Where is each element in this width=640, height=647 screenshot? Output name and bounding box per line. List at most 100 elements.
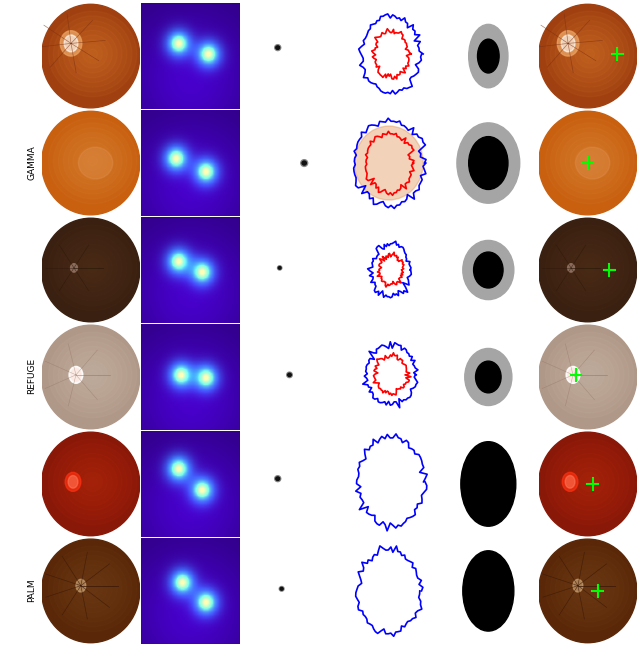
Ellipse shape [568, 264, 575, 272]
Ellipse shape [280, 587, 283, 590]
Ellipse shape [88, 49, 97, 59]
Ellipse shape [53, 551, 132, 627]
Ellipse shape [557, 30, 579, 56]
Ellipse shape [278, 266, 282, 270]
Ellipse shape [477, 39, 499, 73]
Ellipse shape [575, 254, 604, 282]
Ellipse shape [550, 230, 629, 306]
Ellipse shape [570, 570, 609, 608]
Ellipse shape [49, 546, 137, 631]
Ellipse shape [42, 111, 140, 215]
Ellipse shape [83, 258, 102, 278]
Ellipse shape [88, 263, 97, 272]
Ellipse shape [58, 342, 127, 408]
Ellipse shape [64, 35, 78, 52]
Ellipse shape [60, 30, 82, 56]
Ellipse shape [474, 252, 503, 288]
Ellipse shape [545, 439, 634, 525]
Ellipse shape [355, 126, 423, 200]
Ellipse shape [585, 156, 595, 166]
Ellipse shape [83, 472, 102, 491]
Ellipse shape [568, 369, 578, 381]
Ellipse shape [562, 472, 578, 491]
Ellipse shape [476, 361, 501, 393]
Ellipse shape [49, 118, 137, 204]
Ellipse shape [53, 444, 132, 520]
Ellipse shape [88, 156, 97, 166]
Ellipse shape [364, 345, 418, 404]
Ellipse shape [63, 133, 122, 190]
Ellipse shape [42, 5, 140, 108]
Ellipse shape [83, 151, 102, 170]
Ellipse shape [468, 25, 508, 88]
Ellipse shape [71, 369, 81, 381]
Ellipse shape [585, 477, 595, 487]
Ellipse shape [276, 46, 280, 49]
Ellipse shape [560, 25, 619, 82]
Ellipse shape [73, 463, 112, 501]
Ellipse shape [78, 360, 108, 389]
Ellipse shape [53, 16, 132, 92]
Ellipse shape [301, 160, 308, 166]
Ellipse shape [539, 5, 637, 108]
Ellipse shape [49, 225, 137, 311]
Ellipse shape [79, 148, 113, 179]
Ellipse shape [575, 147, 604, 175]
Ellipse shape [78, 468, 108, 496]
Ellipse shape [73, 570, 112, 608]
Ellipse shape [556, 235, 624, 302]
Ellipse shape [88, 584, 97, 593]
Ellipse shape [76, 579, 86, 592]
Ellipse shape [565, 351, 614, 399]
Ellipse shape [68, 458, 117, 505]
Ellipse shape [550, 16, 629, 92]
Ellipse shape [580, 579, 600, 598]
Ellipse shape [565, 30, 614, 78]
Ellipse shape [465, 349, 512, 406]
Ellipse shape [539, 111, 637, 215]
Ellipse shape [539, 432, 637, 536]
Ellipse shape [302, 161, 307, 165]
Ellipse shape [556, 21, 624, 87]
Ellipse shape [68, 30, 117, 78]
Ellipse shape [585, 584, 595, 593]
Ellipse shape [570, 463, 609, 501]
Ellipse shape [545, 225, 634, 311]
Ellipse shape [573, 579, 583, 592]
Ellipse shape [58, 235, 127, 302]
Ellipse shape [575, 575, 604, 603]
Ellipse shape [556, 556, 624, 622]
Ellipse shape [63, 346, 122, 404]
Ellipse shape [570, 249, 609, 287]
Ellipse shape [70, 264, 77, 272]
Ellipse shape [539, 539, 637, 642]
Ellipse shape [565, 244, 614, 292]
Ellipse shape [457, 123, 520, 203]
Ellipse shape [63, 25, 122, 82]
Ellipse shape [550, 337, 629, 413]
Ellipse shape [275, 45, 281, 50]
Ellipse shape [58, 127, 127, 194]
Ellipse shape [585, 263, 595, 272]
Ellipse shape [550, 123, 629, 199]
Ellipse shape [65, 472, 81, 491]
Ellipse shape [78, 254, 108, 282]
Ellipse shape [463, 241, 514, 300]
Ellipse shape [565, 137, 614, 184]
Ellipse shape [68, 244, 117, 292]
Text: PALM: PALM [28, 578, 36, 602]
Ellipse shape [556, 448, 624, 515]
Ellipse shape [570, 356, 609, 394]
Ellipse shape [556, 127, 624, 194]
Ellipse shape [463, 551, 514, 631]
Ellipse shape [566, 366, 580, 383]
Ellipse shape [545, 546, 634, 631]
Ellipse shape [560, 239, 619, 296]
Ellipse shape [580, 151, 600, 170]
Ellipse shape [468, 137, 508, 190]
Ellipse shape [560, 560, 619, 617]
Ellipse shape [561, 35, 575, 52]
Text: GAMMA: GAMMA [28, 145, 36, 180]
Ellipse shape [69, 366, 83, 383]
Ellipse shape [68, 476, 78, 488]
